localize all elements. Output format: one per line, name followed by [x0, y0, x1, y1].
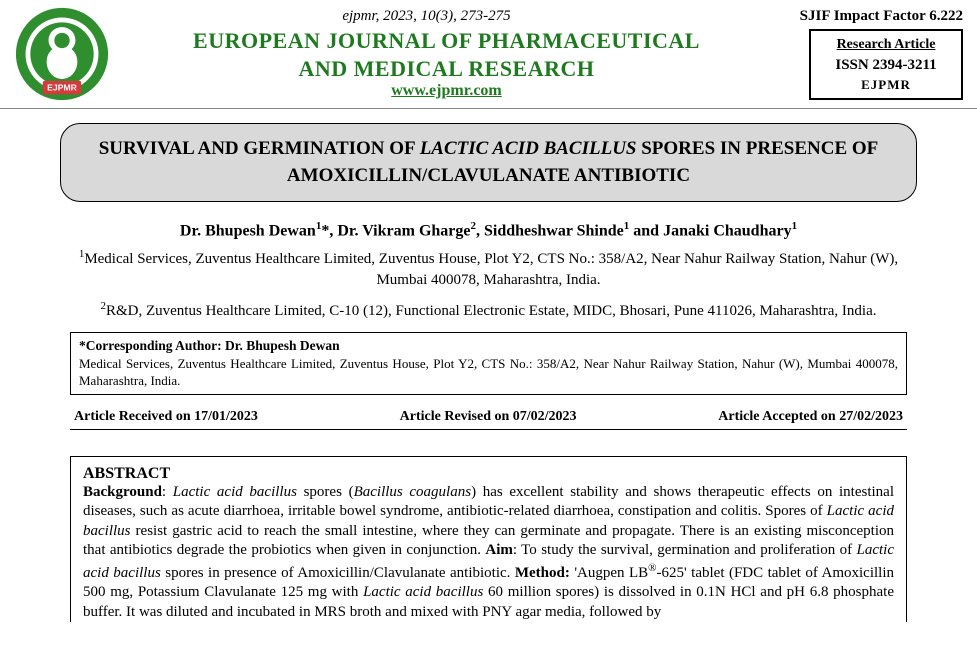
date-accepted: Article Accepted on 27/02/2023 — [718, 409, 903, 425]
title-italic: LACTIC ACID BACILLUS — [420, 138, 637, 159]
author-2: Dr. Vikram Gharge — [337, 223, 470, 240]
journal-title-line1: EUROPEAN JOURNAL OF PHARMACEUTICAL — [110, 27, 783, 55]
abs-aim-label: Aim — [485, 542, 513, 558]
author-3-sup: 1 — [624, 220, 630, 232]
abs-bg-t1: spores ( — [297, 484, 354, 500]
abstract-box: ABSTRACT Background: Lactic acid bacillu… — [70, 456, 907, 623]
abs-method-sup: ® — [648, 562, 656, 574]
article-dates: Article Received on 17/01/2023 Article R… — [70, 405, 907, 430]
impact-factor: SJIF Impact Factor 6.222 — [783, 8, 963, 25]
issn-box: Research Article ISSN 2394-3211 EJPMR — [809, 29, 963, 100]
header: EJPMR ejpmr, 2023, 10(3), 273-275 EUROPE… — [0, 0, 977, 102]
affiliation-1: 1Medical Services, Zuventus Healthcare L… — [70, 247, 907, 291]
abstract-heading: ABSTRACT — [83, 465, 894, 483]
date-revised: Article Revised on 07/02/2023 — [400, 409, 577, 425]
abs-bg-i1: Lactic acid bacillus — [173, 484, 297, 500]
abs-method-label: Method: — [515, 565, 570, 581]
abs-aim-t1: spores in presence of Amoxicillin/Clavul… — [161, 565, 515, 581]
author-1: Dr. Bhupesh Dewan — [180, 223, 316, 240]
date-received: Article Received on 17/01/2023 — [74, 409, 258, 425]
abstract-body: Background: Lactic acid bacillus spores … — [83, 483, 894, 623]
abs-aim-pre: : To study the survival, germination and… — [513, 542, 857, 558]
svg-text:EJPMR: EJPMR — [47, 82, 77, 92]
abs-method-t1: 'Augpen LB — [570, 565, 648, 581]
abs-bg-i2: Bacillus coagulans — [354, 484, 472, 500]
article-title: SURVIVAL AND GERMINATION OF LACTIC ACID … — [81, 136, 896, 189]
affiliation-2: 2R&D, Zuventus Healthcare Limited, C-10 … — [70, 299, 907, 322]
journal-title-line2: AND MEDICAL RESEARCH — [110, 55, 783, 83]
research-article-label: Research Article — [837, 37, 936, 52]
author-4: Janaki Chaudhary — [663, 223, 792, 240]
header-divider — [0, 108, 977, 109]
journal-url-link[interactable]: www.ejpmr.com — [391, 82, 502, 99]
author-4-sup: 1 — [792, 220, 798, 232]
ejpmr-abbrev: EJPMR — [861, 77, 911, 92]
corresponding-author-box: *Corresponding Author: Dr. Bhupesh Dewan… — [70, 332, 907, 395]
title-pre: SURVIVAL AND GERMINATION OF — [99, 138, 420, 159]
authors-list: Dr. Bhupesh Dewan1*, Dr. Vikram Gharge2,… — [40, 220, 937, 240]
author-2-sup: 2 — [471, 220, 477, 232]
abs-background-label: Background — [83, 484, 162, 500]
abs-bg-sep: : — [162, 484, 173, 500]
citation: ejpmr, 2023, 10(3), 273-275 — [70, 8, 783, 25]
article-title-box: SURVIVAL AND GERMINATION OF LACTIC ACID … — [60, 123, 917, 202]
corresponding-text: Medical Services, Zuventus Healthcare Li… — [79, 356, 898, 389]
affil-1-text: Medical Services, Zuventus Healthcare Li… — [84, 251, 898, 288]
author-3: Siddheshwar Shinde — [484, 223, 624, 240]
author-1-star: * — [321, 223, 329, 240]
affil-2-text: R&D, Zuventus Healthcare Limited, C-10 (… — [106, 303, 877, 319]
corresponding-label: *Corresponding Author: Dr. Bhupesh Dewan — [79, 338, 340, 353]
issn-number: ISSN 2394-3211 — [835, 57, 936, 73]
abs-method-i1: Lactic acid bacillus — [363, 584, 483, 600]
